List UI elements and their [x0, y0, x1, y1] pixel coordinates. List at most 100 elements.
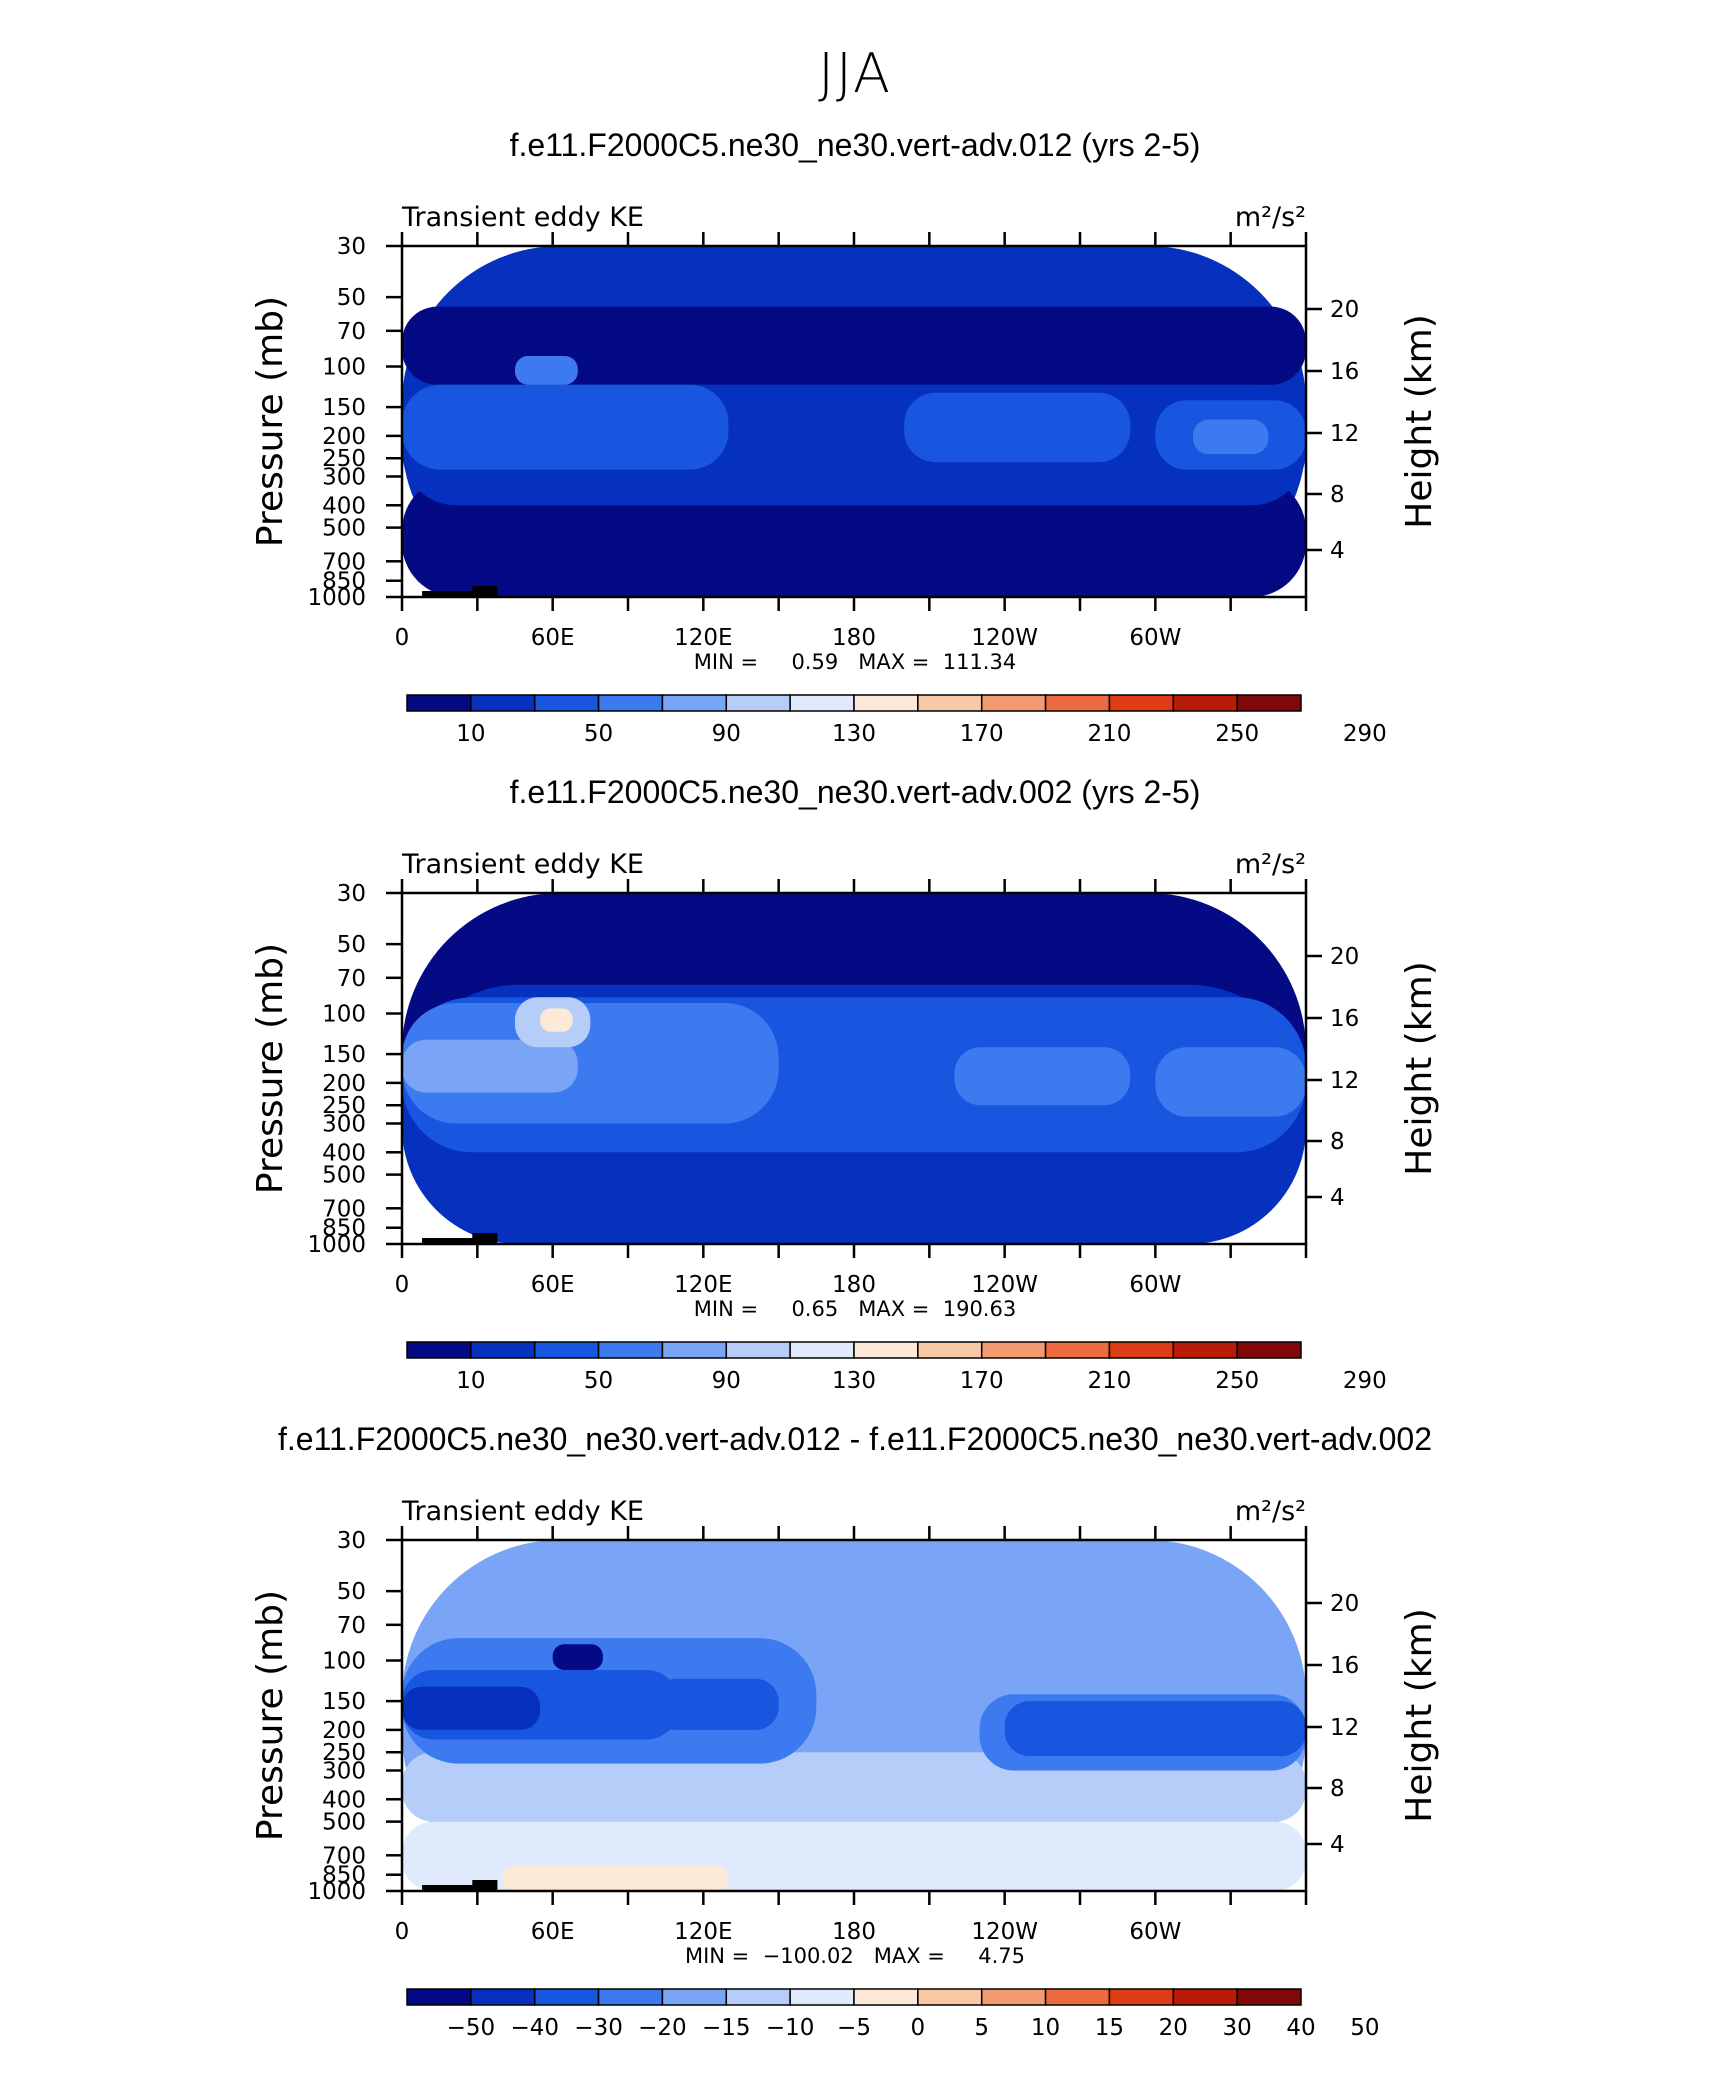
- colorbar-label: 130: [832, 721, 876, 747]
- panel-title: f.e11.F2000C5.ne30_ne30.vert-adv.012 (yr…: [510, 127, 1201, 163]
- y2-tick-label: 12: [1330, 421, 1359, 447]
- contour-region: [402, 384, 729, 470]
- y2-tick-label: 4: [1330, 1185, 1345, 1211]
- units-label: m²/s²: [1235, 849, 1306, 880]
- colorbar-swatch: [853, 694, 919, 712]
- contour-fill-group: [402, 1540, 1306, 1891]
- colorbar-swatch: [917, 1988, 983, 2006]
- topography-mask: [472, 1233, 498, 1244]
- y-tick-label: 70: [337, 319, 366, 345]
- y2-axis-title: Height (km): [1399, 961, 1440, 1175]
- colorbar-swatch: [980, 1988, 1047, 2006]
- y-tick-label: 700: [322, 1196, 366, 1222]
- x-tick-label: 0: [395, 1919, 410, 1945]
- y-tick-label: 850: [322, 1216, 366, 1242]
- colorbar-swatch: [789, 1988, 855, 2006]
- units-label: m²/s²: [1235, 1496, 1306, 1527]
- y-tick-label: 250: [322, 1740, 366, 1766]
- colorbar-swatch: [1172, 694, 1238, 712]
- y-tick-label: 500: [322, 516, 366, 542]
- colorbar-label: 90: [712, 721, 741, 747]
- y-axis-title: Pressure (mb): [250, 1590, 291, 1841]
- contour-fill-group: [402, 246, 1306, 597]
- colorbar-swatch: [980, 694, 1047, 712]
- contour-region: [540, 1008, 573, 1032]
- colorbar-swatch: [406, 694, 472, 712]
- colorbar-swatch: [533, 1341, 600, 1359]
- left-string: Transient eddy KE: [401, 849, 644, 880]
- y-tick-label: 1000: [307, 1232, 366, 1258]
- y-tick-label: 500: [322, 1810, 366, 1836]
- colorbar-swatch: [789, 694, 855, 712]
- units-label: m²/s²: [1235, 202, 1306, 233]
- y2-tick-label: 4: [1330, 1832, 1345, 1858]
- colorbar-swatch: [661, 1341, 728, 1359]
- colorbar-swatch: [406, 1341, 472, 1359]
- contour-region: [502, 1866, 729, 1891]
- x-tick-label: 0: [395, 1272, 410, 1298]
- x-tick-label: 180: [832, 1919, 876, 1945]
- topography-mask: [472, 586, 498, 597]
- colorbar-label: 210: [1087, 721, 1131, 747]
- y-tick-label: 400: [322, 1787, 366, 1813]
- colorbar-label: 170: [960, 1368, 1004, 1394]
- y-tick-label: 30: [337, 234, 366, 260]
- y2-tick-label: 12: [1330, 1068, 1359, 1094]
- topography-mask: [422, 1238, 490, 1244]
- colorbar-label: −15: [702, 2015, 751, 2041]
- y-tick-label: 150: [322, 1689, 366, 1715]
- colorbar-label: −10: [766, 2015, 815, 2041]
- x-tick-label: 60W: [1129, 1919, 1181, 1945]
- colorbar-swatch: [1044, 1341, 1111, 1359]
- colorbar-swatch: [1236, 1341, 1302, 1359]
- left-string: Transient eddy KE: [401, 202, 644, 233]
- y-tick-label: 50: [337, 1579, 366, 1605]
- colorbar-swatch: [789, 1341, 855, 1359]
- x-tick-label: 60W: [1129, 1272, 1181, 1298]
- y-tick-label: 30: [337, 881, 366, 907]
- colorbar-label: 30: [1223, 2015, 1252, 2041]
- left-string: Transient eddy KE: [401, 1496, 644, 1527]
- x-tick-label: 120E: [674, 625, 732, 651]
- colorbar-label: 210: [1087, 1368, 1131, 1394]
- y2-tick-label: 8: [1330, 1776, 1345, 1802]
- colorbar-swatch: [1108, 694, 1175, 712]
- contour-region: [402, 1002, 779, 1124]
- y-tick-label: 70: [337, 1613, 366, 1639]
- colorbar-swatch: [406, 1988, 472, 2006]
- colorbar-label: −50: [447, 2015, 496, 2041]
- contour-region: [904, 392, 1131, 463]
- x-tick-label: 120W: [971, 1919, 1038, 1945]
- colorbar-label: −5: [837, 2015, 871, 2041]
- contour-region: [402, 306, 1306, 385]
- page-title: JJA: [818, 42, 892, 105]
- panel-title: f.e11.F2000C5.ne30_ne30.vert-adv.002 (yr…: [510, 774, 1201, 810]
- colorbar-label: 290: [1343, 721, 1387, 747]
- y-tick-label: 1000: [307, 585, 366, 611]
- y-tick-label: 300: [322, 1111, 366, 1137]
- chart-panel-3: f.e11.F2000C5.ne30_ne30.vert-adv.012 - f…: [250, 1421, 1440, 2041]
- y-tick-label: 150: [322, 1042, 366, 1068]
- x-tick-label: 180: [832, 625, 876, 651]
- colorbar-label: 15: [1095, 2015, 1124, 2041]
- y-tick-label: 850: [322, 1863, 366, 1889]
- min-max-label: MIN = 0.65 MAX = 190.63: [694, 1297, 1016, 1321]
- colorbar-label: 170: [960, 721, 1004, 747]
- y-tick-label: 100: [322, 355, 366, 381]
- contour-region: [402, 1039, 578, 1093]
- contour-region: [402, 1686, 541, 1730]
- colorbar-label: 10: [456, 1368, 485, 1394]
- y2-tick-label: 16: [1330, 1653, 1359, 1679]
- colorbar-label: 130: [832, 1368, 876, 1394]
- y-tick-label: 250: [322, 446, 366, 472]
- y-tick-label: 850: [322, 569, 366, 595]
- y-axis-title: Pressure (mb): [250, 943, 291, 1194]
- y-tick-label: 100: [322, 1649, 366, 1675]
- y-tick-label: 250: [322, 1093, 366, 1119]
- x-tick-label: 120E: [674, 1272, 732, 1298]
- y2-tick-label: 20: [1330, 297, 1359, 323]
- y-tick-label: 400: [322, 493, 366, 519]
- y-tick-label: 200: [322, 424, 366, 450]
- colorbar-label: −30: [574, 2015, 623, 2041]
